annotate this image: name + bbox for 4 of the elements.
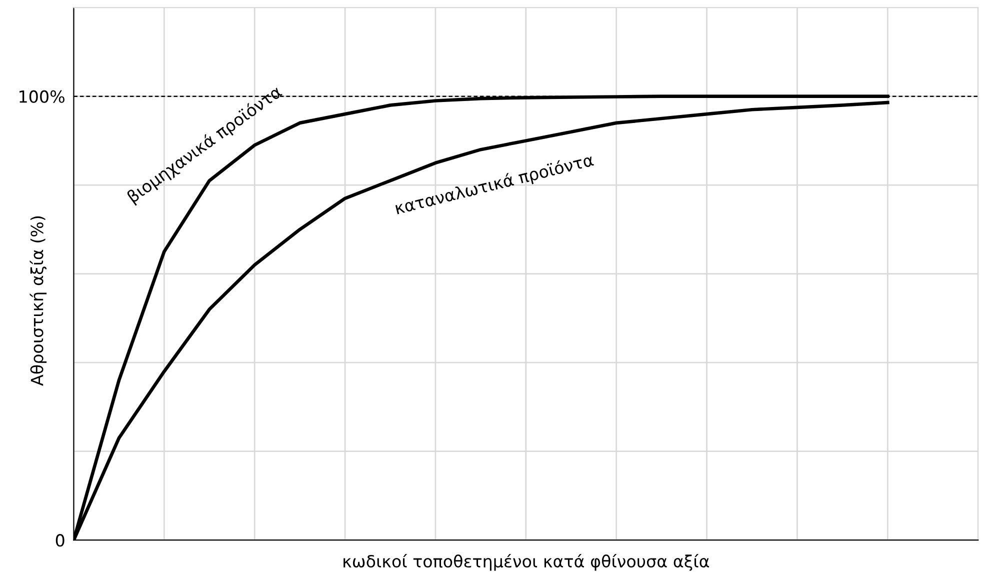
x-axis-title: κωδικοί τοποθετημένοι κατά φθίνουσα αξία	[344, 554, 709, 571]
y-axis-title: Αθροιστική αξία (%)	[30, 216, 47, 386]
y-tick-label: 100%	[20, 90, 64, 103]
y-tick-label: 0	[56, 534, 64, 547]
